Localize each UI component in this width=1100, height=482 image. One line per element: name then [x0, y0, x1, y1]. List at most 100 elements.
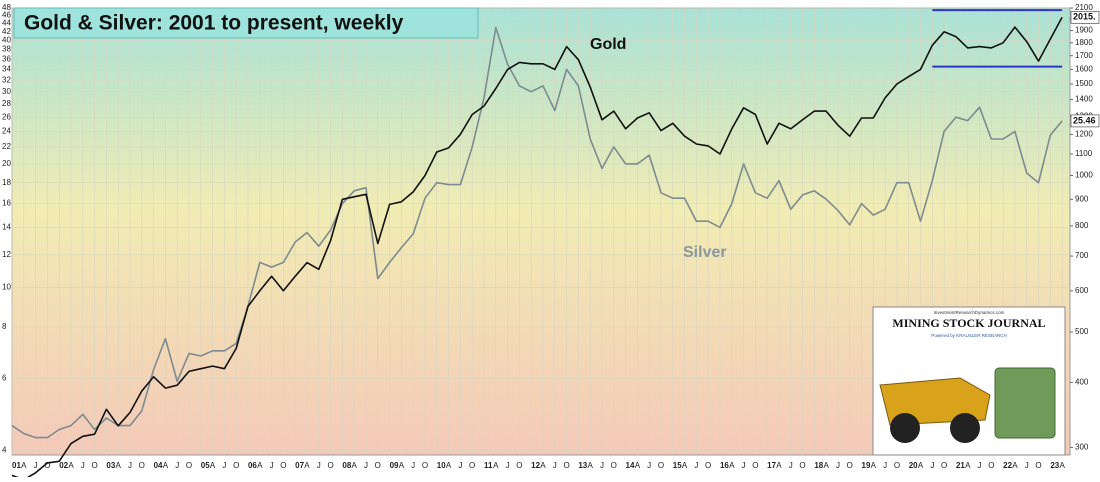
y-tick-label: 28: [2, 99, 11, 108]
y-tick-label: 22: [2, 142, 11, 151]
x-tick-label: J: [506, 461, 510, 470]
y2-tick-label: 600: [1075, 286, 1089, 295]
x-tick-label: A: [1059, 461, 1065, 470]
y-tick-label: 38: [2, 45, 11, 54]
y2-tick-label: 800: [1075, 221, 1089, 230]
x-tick-label: O: [611, 461, 617, 470]
y-tick-label: 32: [2, 75, 11, 84]
y-tick-label: 16: [2, 199, 11, 208]
truck-wheel: [890, 413, 920, 443]
y-tick-label: 42: [2, 27, 11, 36]
x-tick-label: J: [128, 461, 132, 470]
end-label: 2015.: [1073, 12, 1096, 22]
x-tick-label: O: [705, 461, 711, 470]
series-line: [11, 16, 1063, 481]
x-tick-label: J: [175, 461, 179, 470]
x-tick-label: A: [446, 461, 452, 470]
x-tick-label: A: [352, 461, 358, 470]
x-tick-label: A: [493, 461, 499, 470]
x-tick-label: 02: [59, 461, 68, 470]
x-tick-label: A: [1012, 461, 1018, 470]
y-tick-label: 10: [2, 282, 11, 291]
x-tick-label: J: [694, 461, 698, 470]
x-tick-label: J: [1025, 461, 1029, 470]
x-tick-label: 21: [956, 461, 965, 470]
y2-tick-label: 500: [1075, 327, 1089, 336]
x-tick-label: 19: [862, 461, 871, 470]
y2-tick-label: 1000: [1075, 171, 1093, 180]
y2-tick-label: 2100: [1075, 3, 1093, 12]
y-tick-label: 24: [2, 127, 11, 136]
x-tick-label: O: [91, 461, 97, 470]
end-label-box: [1070, 114, 1100, 128]
x-tick-label: J: [317, 461, 321, 470]
x-tick-label: O: [233, 461, 239, 470]
x-tick-label: J: [81, 461, 85, 470]
series-line: [11, 26, 1063, 439]
y-tick-label: 34: [2, 65, 11, 74]
y2-tick-label: 1200: [1075, 129, 1093, 138]
x-tick-label: O: [941, 461, 947, 470]
y-tick-label: 46: [2, 11, 11, 20]
y2-tick-label: 1100: [1075, 149, 1093, 158]
money-stack: [994, 367, 1056, 439]
x-tick-label: O: [988, 461, 994, 470]
end-label-box: [1070, 11, 1100, 24]
x-tick-label: A: [68, 461, 74, 470]
x-tick-label: A: [823, 461, 829, 470]
x-tick-label: J: [647, 461, 651, 470]
x-tick-label: A: [257, 461, 263, 470]
y-tick-label: 8: [2, 322, 7, 331]
x-tick-label: A: [965, 461, 971, 470]
x-tick-label: 09: [390, 461, 399, 470]
x-tick-label: A: [116, 461, 122, 470]
x-tick-label: 15: [673, 461, 682, 470]
x-tick-label: A: [399, 461, 405, 470]
x-tick-label: A: [21, 461, 27, 470]
y-tick-label: 48: [2, 3, 11, 12]
x-tick-label: A: [682, 461, 688, 470]
x-tick-label: 10: [437, 461, 446, 470]
logo-tagline: Powered by KRAUSLER RESEARCH: [931, 333, 1007, 338]
x-tick-label: 07: [295, 461, 304, 470]
logo-name: MINING STOCK JOURNAL: [892, 316, 1045, 330]
x-tick-label: 11: [484, 461, 493, 470]
y-tick-label: 6: [2, 373, 7, 382]
y2-tick-label: 400: [1075, 378, 1089, 387]
y-tick-label: 30: [2, 87, 11, 96]
y-tick-label: 12: [2, 250, 11, 259]
end-label: 25.46: [1073, 115, 1096, 125]
x-tick-label: O: [186, 461, 192, 470]
x-tick-label: 05: [201, 461, 210, 470]
y-tick-label: 44: [2, 19, 11, 28]
x-tick-label: J: [222, 461, 226, 470]
series-label: Silver: [683, 244, 727, 261]
x-tick-label: O: [894, 461, 900, 470]
x-tick-label: 22: [1003, 461, 1012, 470]
y2-tick-label: 1700: [1075, 51, 1093, 60]
y2-tick-label: 300: [1075, 442, 1089, 451]
x-tick-label: O: [280, 461, 286, 470]
x-tick-label: O: [139, 461, 145, 470]
title-box: [13, 7, 479, 39]
y2-tick-label: 900: [1075, 194, 1089, 203]
x-tick-label: A: [776, 461, 782, 470]
x-tick-label: J: [930, 461, 934, 470]
y-tick-label: 14: [2, 223, 11, 232]
x-tick-label: 14: [626, 461, 635, 470]
y-tick-label: 26: [2, 112, 11, 121]
y2-tick-label: 1900: [1075, 26, 1093, 35]
y2-tick-label: 1400: [1075, 95, 1093, 104]
x-tick-label: A: [304, 461, 310, 470]
x-tick-label: 18: [814, 461, 823, 470]
x-tick-label: O: [847, 461, 853, 470]
x-tick-label: 13: [578, 461, 587, 470]
x-tick-label: O: [752, 461, 758, 470]
y-tick-label: 36: [2, 54, 11, 63]
x-tick-label: A: [918, 461, 924, 470]
logo-site: InvestmentResearchDynamics.com: [934, 310, 1005, 315]
x-tick-label: J: [458, 461, 462, 470]
x-tick-label: 23: [1050, 461, 1059, 470]
y-tick-label: 20: [2, 159, 11, 168]
x-tick-label: J: [742, 461, 746, 470]
